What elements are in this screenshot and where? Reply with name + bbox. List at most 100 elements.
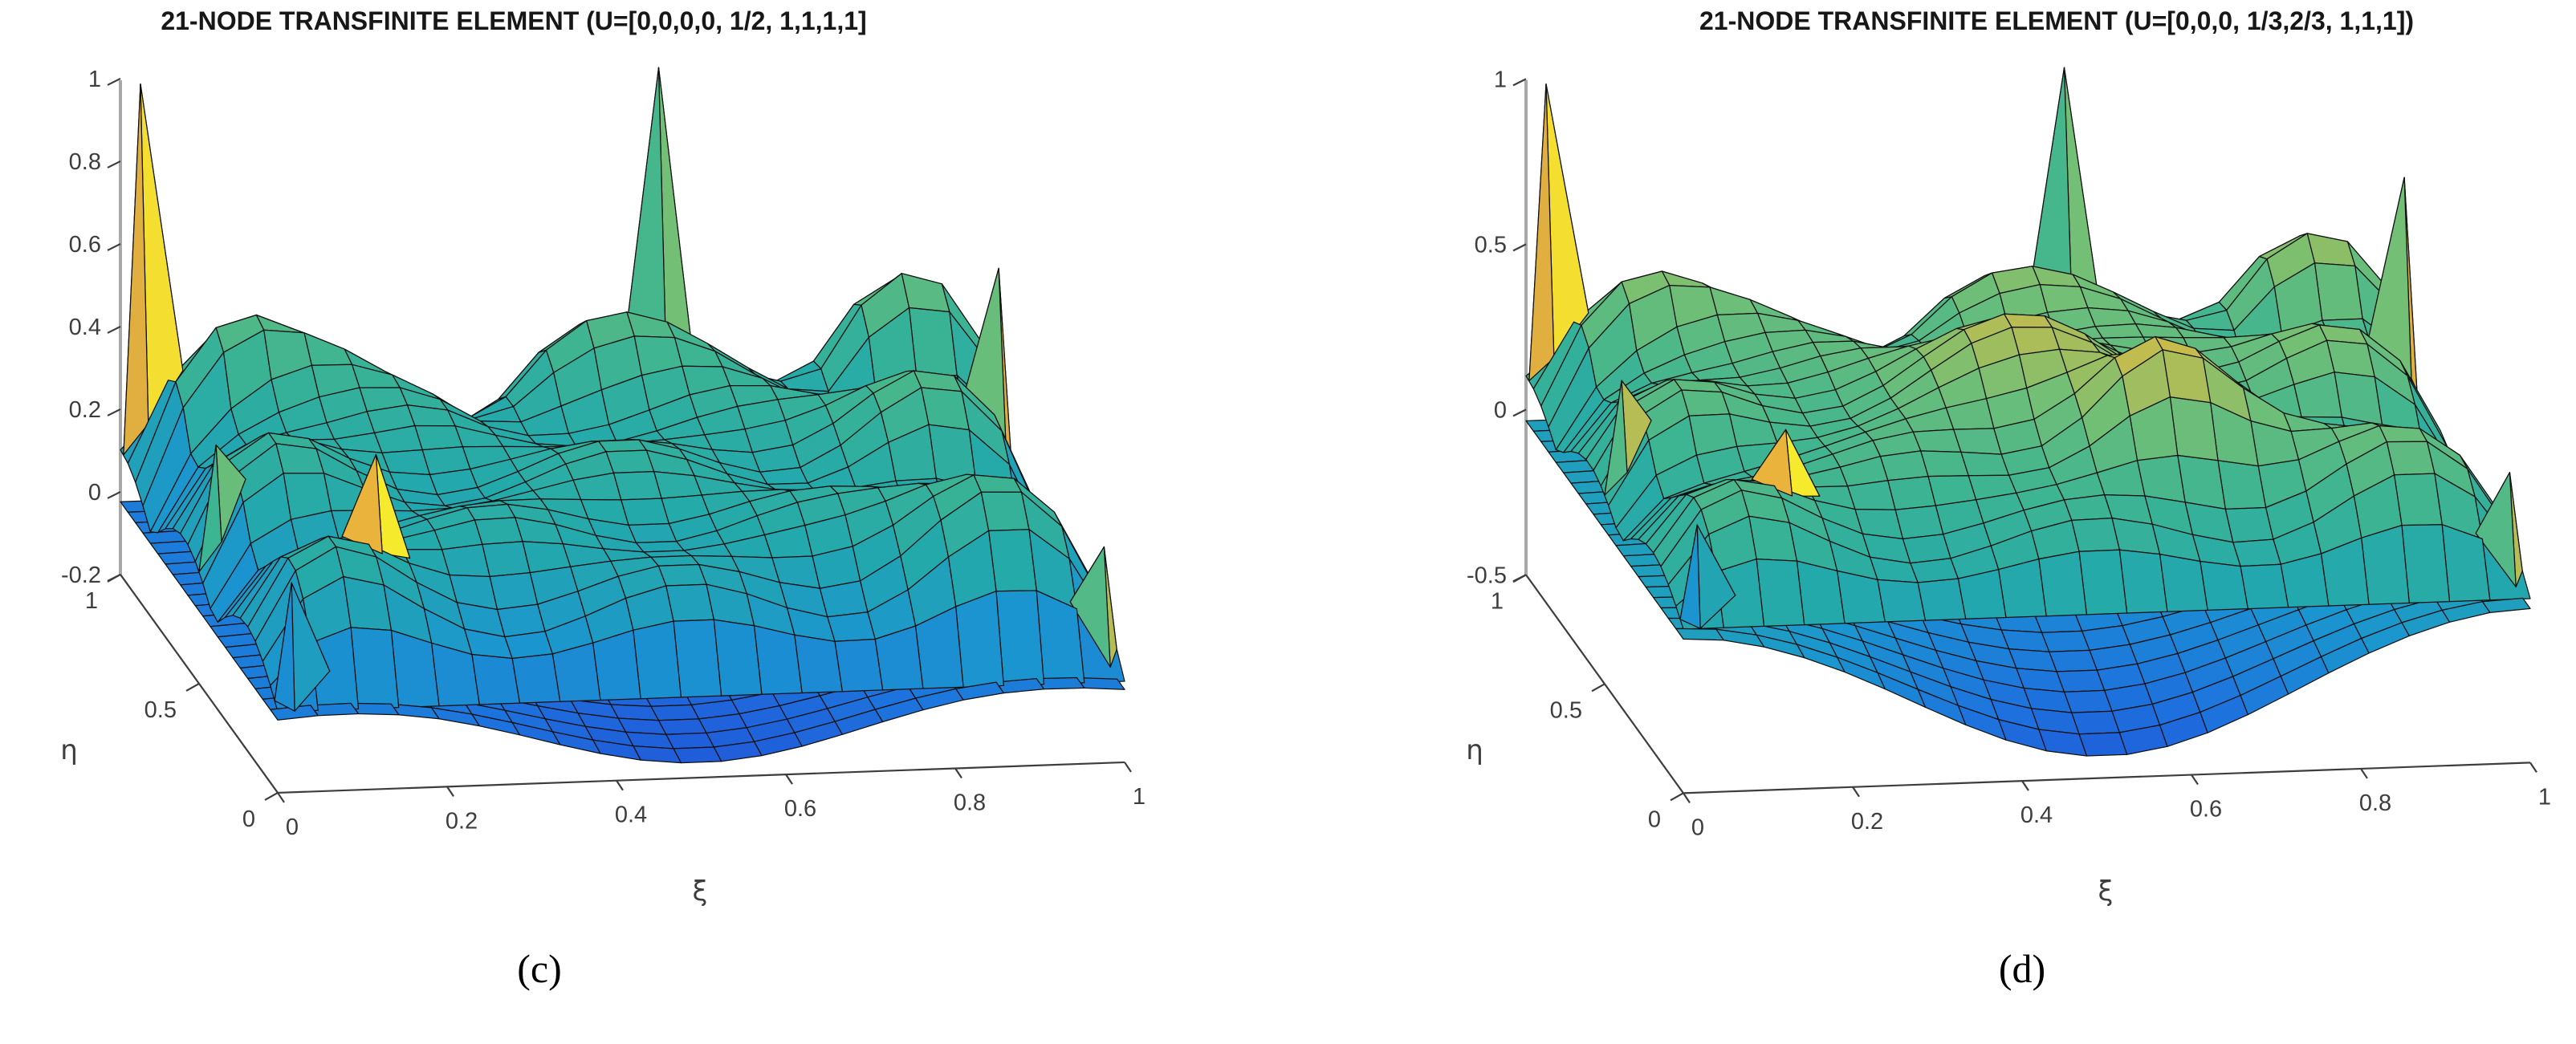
- surface-quad: [2401, 524, 2451, 604]
- eta-tick-label: 0: [242, 806, 255, 832]
- xi-tick-label: 1: [2538, 784, 2551, 810]
- surface-quad: [995, 590, 1045, 687]
- z-tick: [1512, 243, 1527, 252]
- surface-quad: [1957, 569, 2007, 619]
- surface-quad: [2393, 473, 2443, 526]
- surface-quad: [2200, 560, 2248, 611]
- xi-tick: [954, 767, 962, 779]
- surface-quad: [1748, 515, 1798, 562]
- surface-quad: [2240, 563, 2289, 610]
- surface-quad: [827, 611, 876, 642]
- plot-panel-d: 21-NODE TRANSFINITE ELEMENT (U=[0,0,0, 1…: [1288, 0, 2575, 1044]
- z-tick-label: 1: [88, 67, 101, 92]
- surface-quad: [551, 642, 601, 702]
- xi-axis-line: [277, 761, 1125, 794]
- eta-axis-label-d: η: [1466, 734, 1483, 766]
- z-tick: [1512, 408, 1527, 417]
- xi-tick: [2191, 774, 2199, 786]
- surface-quad: [511, 653, 561, 704]
- caption-d: (d): [1998, 946, 2046, 991]
- surface-quad: [1709, 286, 1759, 316]
- z-tick-label: 0: [88, 480, 101, 506]
- surface-quad: [350, 627, 400, 710]
- surface-quad: [414, 425, 463, 451]
- surface-quad: [2063, 689, 2113, 713]
- z-tick: [1512, 78, 1527, 87]
- surface-quad: [1681, 389, 1731, 416]
- surface-quad: [270, 705, 319, 721]
- xi-tick-label: 0.4: [615, 802, 647, 828]
- surface-quad: [908, 307, 958, 378]
- surface-quad: [2056, 669, 2106, 693]
- xi-tick-label: 0.6: [2190, 797, 2222, 823]
- surface-spike-face: [274, 582, 295, 712]
- surface-spike-face: [1679, 524, 1701, 629]
- surface-quad: [1675, 628, 1724, 641]
- surface-quad: [2038, 550, 2088, 617]
- z-tick-label: 0.8: [69, 149, 101, 175]
- eta-tick: [1670, 792, 1684, 802]
- surface-quad: [650, 704, 700, 721]
- z-tick: [107, 325, 121, 334]
- plot-title-d: 21-NODE TRANSFINITE ELEMENT (U=[0,0,0, 1…: [1699, 6, 2414, 35]
- surface-quad: [657, 563, 707, 587]
- eta-tick: [1591, 683, 1605, 693]
- surface-quad: [303, 332, 353, 366]
- xi-axis-label-c: ξ: [693, 875, 708, 908]
- surface-quad: [665, 732, 714, 749]
- surface-quad: [1917, 578, 1967, 621]
- z-tick: [107, 408, 121, 416]
- surface-quad: [2314, 262, 2363, 321]
- surface-plot-c: 0 0.2 0.4 0.6 0.8 100.51-0.200.20.40.60.81 ξ …: [60, 67, 1146, 908]
- z-tick: [107, 573, 121, 582]
- z-tick: [107, 77, 121, 86]
- surface-mesh-d: 0 0.2 0.4 0.6 0.8 100.51-0.500.51: [1467, 67, 2551, 840]
- surface-quad: [1879, 450, 1929, 481]
- surface-quad: [1997, 558, 2047, 619]
- surface-quad: [474, 517, 523, 546]
- surface-quad: [713, 619, 763, 697]
- surface-quad: [605, 449, 655, 474]
- xi-tick-label: 1: [1133, 784, 1146, 810]
- surface-quad: [621, 498, 669, 526]
- surface-spike-face: [2475, 472, 2517, 588]
- z-tick-label: -0.5: [1467, 563, 1507, 588]
- surface-quad: [489, 571, 539, 611]
- surface-quad: [657, 718, 707, 735]
- surface-quad: [653, 470, 702, 499]
- xi-tick: [2021, 780, 2029, 791]
- xi-tick: [1683, 792, 1691, 803]
- surface-quad: [2049, 649, 2098, 672]
- surface-quad: [1887, 475, 1936, 510]
- xi-axis-line: [1683, 762, 2531, 794]
- surface-quad: [633, 620, 682, 700]
- surface-quad: [2118, 549, 2168, 614]
- xi-tick: [2360, 768, 2368, 779]
- xi-tick: [277, 792, 285, 803]
- eta-tick-label: 1: [85, 588, 98, 614]
- plot-title-c: 21-NODE TRANSFINITE ELEMENT (U=[0,0,0,0,…: [161, 6, 867, 35]
- surface-quad: [665, 583, 714, 622]
- surface-quad: [955, 591, 1004, 688]
- plot-panel-c: 21-NODE TRANSFINITE ELEMENT (U=[0,0,0,0,…: [60, 6, 1146, 991]
- surface-quad: [2361, 524, 2410, 605]
- surface-quad: [2071, 517, 2120, 552]
- surface-quad: [2232, 538, 2281, 567]
- xi-tick-label: 0.8: [954, 790, 986, 816]
- surface-quad: [2004, 313, 2053, 328]
- surface-quad: [834, 638, 884, 693]
- eta-tick: [185, 682, 200, 692]
- xi-tick: [2529, 762, 2537, 773]
- surface-quad: [1846, 480, 1896, 510]
- surface-quad: [592, 629, 641, 701]
- surface-quad: [1756, 558, 1805, 628]
- surface-quad: [1894, 505, 1944, 540]
- surface-quad: [2094, 323, 2144, 339]
- surface-spike-face: [1604, 380, 1628, 496]
- z-tick: [107, 160, 121, 169]
- xi-tick-label: 0.8: [2359, 790, 2391, 816]
- surface-quad: [598, 439, 647, 453]
- surface-quad: [2071, 710, 2120, 735]
- surface-spike-face: [1528, 83, 1555, 382]
